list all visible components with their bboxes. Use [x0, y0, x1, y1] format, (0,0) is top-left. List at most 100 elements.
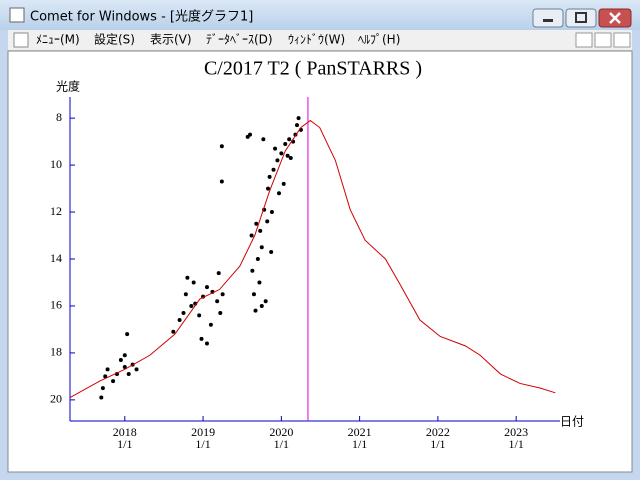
observation — [269, 210, 274, 215]
child-restore[interactable] — [594, 32, 612, 48]
observation — [294, 123, 299, 128]
observation — [265, 219, 270, 224]
x-tick-sublabel: 1/1 — [508, 437, 523, 451]
observation — [288, 156, 293, 161]
y-tick-label: 18 — [50, 345, 62, 359]
observation — [189, 303, 194, 308]
observation — [267, 174, 272, 179]
observation — [103, 374, 108, 379]
child-close[interactable] — [613, 32, 631, 48]
observation — [219, 179, 224, 184]
observation — [251, 292, 256, 297]
y-tick-label: 14 — [50, 251, 62, 265]
observation — [105, 367, 110, 372]
minimize-button[interactable] — [532, 8, 564, 28]
minimize-icon — [543, 19, 553, 22]
y-tick-label: 10 — [50, 157, 62, 171]
menu-item[interactable]: ﾒﾆｭｰ(M) — [36, 33, 80, 47]
observation — [258, 228, 263, 233]
observation — [283, 141, 288, 146]
y-tick-label: 20 — [50, 392, 62, 406]
observation — [99, 395, 104, 400]
observation — [279, 151, 284, 156]
observation — [183, 292, 188, 297]
maximize-icon — [575, 12, 587, 23]
menu-item[interactable]: 表示(V) — [150, 33, 192, 47]
x-tick-label: 2023 — [504, 425, 528, 439]
observation — [122, 365, 127, 369]
observation — [281, 181, 286, 186]
x-tick-label: 2018 — [113, 425, 137, 439]
observation — [259, 245, 264, 250]
observation — [122, 353, 127, 358]
close-icon — [609, 12, 621, 24]
y-tick-label: 12 — [50, 204, 62, 218]
x-tick-sublabel: 1/1 — [430, 437, 445, 451]
observation — [254, 221, 259, 226]
menu-item[interactable]: ｳｨﾝﾄﾞｳ(W) — [288, 33, 345, 47]
observation — [216, 271, 221, 276]
chart-title: C/2017 T2 ( PanSTARRS ) — [204, 58, 422, 80]
y-tick-label: 16 — [50, 298, 62, 312]
child-icon — [13, 32, 29, 48]
observation — [204, 341, 209, 346]
x-tick-label: 2021 — [348, 425, 372, 439]
x-tick-sublabel: 1/1 — [117, 437, 132, 451]
observation — [134, 367, 139, 372]
observation — [177, 318, 182, 323]
observation — [118, 357, 123, 362]
observation — [253, 308, 258, 313]
observation — [257, 280, 262, 285]
x-axis-label: 日付 — [560, 415, 584, 429]
observation — [259, 303, 264, 308]
observation — [273, 146, 278, 151]
observation — [171, 329, 176, 334]
observation — [181, 311, 186, 315]
chart-area — [7, 50, 633, 473]
observation — [215, 299, 220, 304]
observation — [126, 372, 131, 377]
x-tick-sublabel: 1/1 — [274, 437, 289, 451]
observation — [255, 257, 260, 261]
observation — [249, 233, 254, 238]
observation — [191, 280, 196, 285]
observation — [266, 186, 271, 191]
menu-item[interactable]: ﾃﾞｰﾀﾍﾞｰｽ(D) — [206, 33, 273, 47]
observation — [269, 249, 274, 254]
menu-item[interactable]: ﾍﾙﾌﾟ(H) — [358, 33, 400, 47]
observation — [285, 153, 290, 158]
window-title: Comet for Windows - [光度グラフ1] — [30, 9, 253, 25]
observation — [208, 322, 213, 327]
x-tick-label: 2020 — [269, 425, 293, 439]
observation — [125, 332, 130, 337]
observation — [218, 311, 223, 315]
observation — [271, 167, 276, 172]
observation — [199, 336, 204, 341]
y-axis-label: 光度 — [56, 79, 80, 94]
x-tick-sublabel: 1/1 — [352, 437, 367, 451]
x-tick-label: 2022 — [426, 425, 450, 439]
model-curve — [69, 119, 556, 398]
maximize-button[interactable] — [565, 8, 597, 28]
child-minimize[interactable] — [575, 32, 593, 48]
observation — [263, 299, 268, 304]
menu-item[interactable]: 設定(S) — [94, 32, 135, 47]
observation — [287, 137, 292, 142]
observation — [197, 313, 202, 318]
observation — [250, 268, 255, 273]
observation — [296, 116, 301, 121]
observation — [275, 158, 280, 163]
observation — [100, 386, 105, 391]
observation — [261, 137, 266, 142]
app-icon — [9, 7, 25, 23]
observation — [219, 144, 224, 149]
observation — [276, 191, 281, 196]
y-tick-label: 8 — [56, 110, 62, 124]
observation — [220, 292, 225, 297]
observation — [111, 379, 116, 384]
observation — [204, 285, 209, 290]
observation — [185, 275, 190, 280]
x-tick-label: 2019 — [191, 425, 215, 439]
observation — [248, 132, 253, 137]
